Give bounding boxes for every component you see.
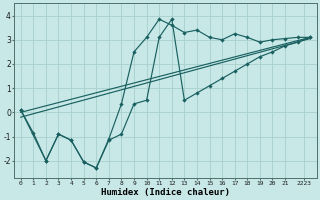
X-axis label: Humidex (Indice chaleur): Humidex (Indice chaleur) — [101, 188, 230, 197]
